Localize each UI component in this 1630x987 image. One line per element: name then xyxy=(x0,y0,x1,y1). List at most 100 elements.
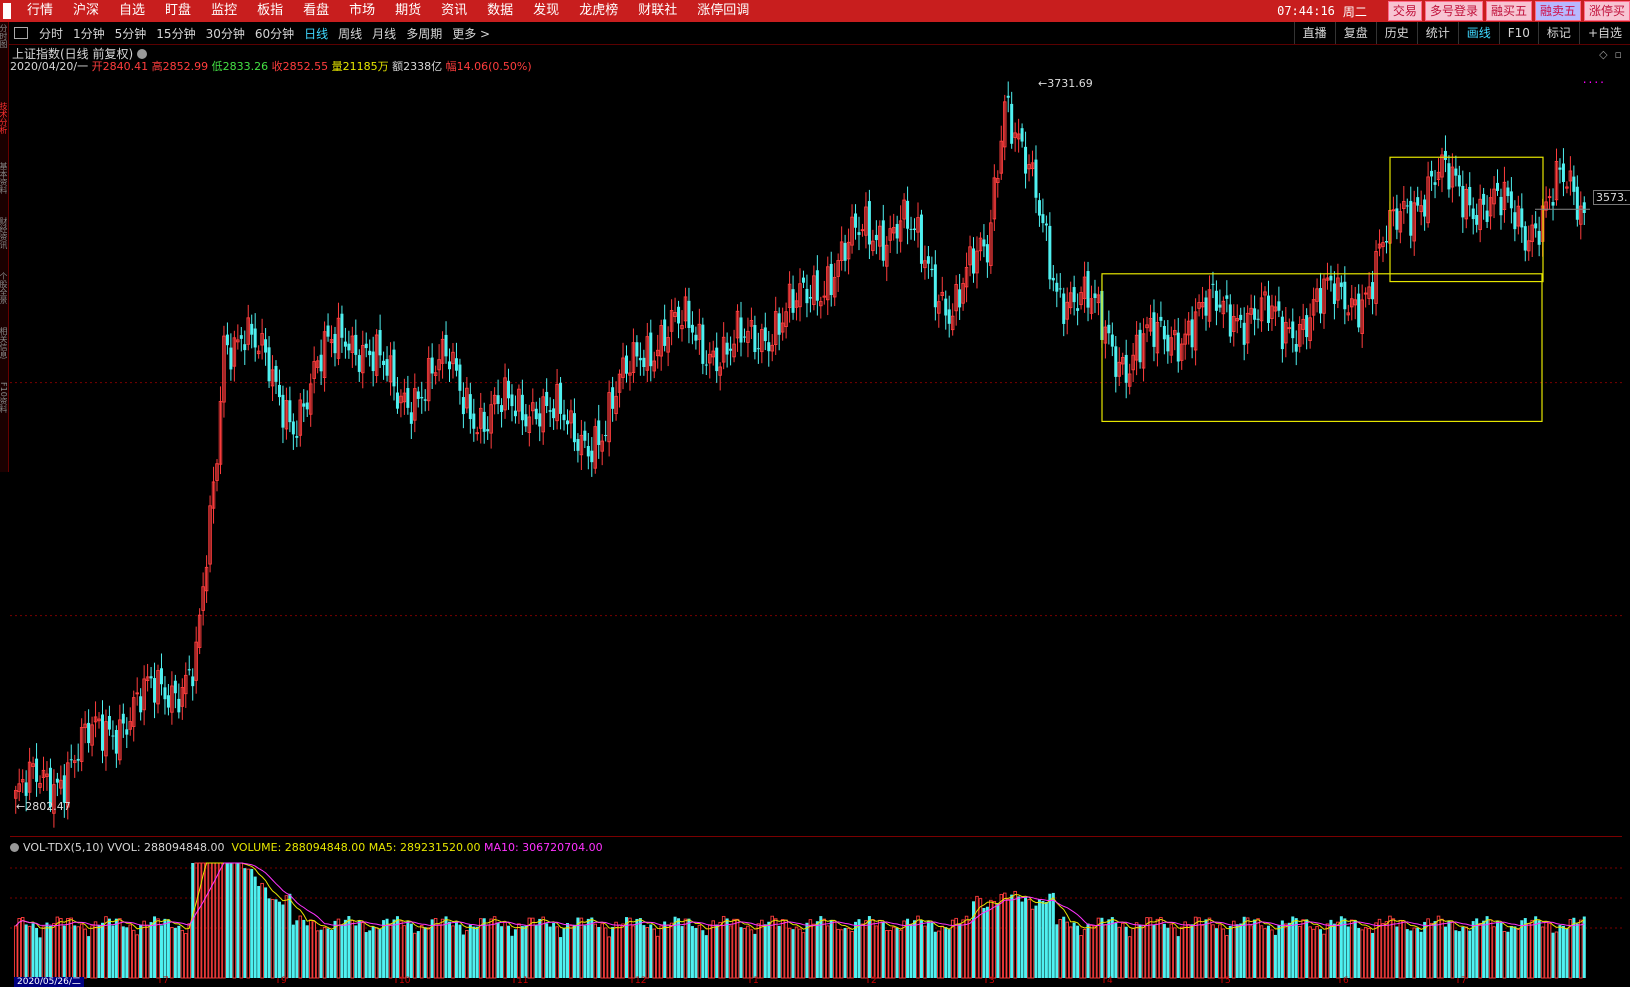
volume-bar xyxy=(944,927,948,978)
vtab-f10[interactable]: F10资料 xyxy=(0,382,7,413)
vtab-basic[interactable]: 基本资料 xyxy=(0,162,7,194)
volume-bar xyxy=(1041,900,1045,978)
menu-item-watchlist[interactable]: 自选 xyxy=(119,3,146,18)
live-button[interactable]: 直播 xyxy=(1293,22,1335,44)
candle-body xyxy=(718,366,722,376)
period-weekly[interactable]: 周线 xyxy=(338,26,363,41)
mark-button[interactable]: 标记 xyxy=(1537,22,1579,44)
period-1min[interactable]: 1分钟 xyxy=(73,26,105,41)
limit-up-buy-button[interactable]: 涨停买 xyxy=(1583,1,1630,21)
chart-options-icon[interactable] xyxy=(137,49,148,59)
volume-bar xyxy=(555,926,559,979)
menu-item-futures[interactable]: 期货 xyxy=(395,3,422,18)
month-tick-label: 9 xyxy=(281,976,287,983)
volume-bar xyxy=(645,927,650,979)
app-logo-icon[interactable] xyxy=(3,3,11,19)
volume-bar xyxy=(1468,930,1472,978)
menu-item-cls[interactable]: 财联社 xyxy=(638,3,678,18)
trade-button[interactable]: 交易 xyxy=(1387,1,1422,21)
vtab-intraday[interactable]: 分时图 xyxy=(0,24,7,48)
candle-body xyxy=(256,350,261,355)
candle-body xyxy=(906,200,910,229)
period-monthly[interactable]: 月线 xyxy=(372,26,397,41)
menu-item-data[interactable]: 数据 xyxy=(487,3,514,18)
menu-item-news[interactable]: 资讯 xyxy=(441,3,468,18)
candle-body xyxy=(1051,277,1055,281)
menu-item-monitor[interactable]: 监控 xyxy=(211,3,238,18)
diamond-icon[interactable]: ◇ xyxy=(1599,48,1608,61)
candle-body xyxy=(913,228,917,231)
period-30min[interactable]: 30分钟 xyxy=(205,26,245,41)
candle-body xyxy=(715,347,719,372)
candle-body xyxy=(527,416,532,433)
max-price-label: ←3731.69 xyxy=(1038,77,1093,90)
menu-item-hushen[interactable]: 沪深 xyxy=(73,3,100,18)
volume-bar xyxy=(541,916,545,979)
menu-item-dragon-tiger[interactable]: 龙虎榜 xyxy=(579,3,619,18)
candle-body xyxy=(475,432,480,435)
volume-bar xyxy=(572,924,576,978)
margin-sell-button[interactable]: 融卖五 xyxy=(1534,1,1581,21)
volume-bar xyxy=(1072,922,1076,978)
menu-item-monitor-board[interactable]: 盯盘 xyxy=(165,3,192,18)
candle-body xyxy=(677,306,681,324)
candle-body xyxy=(1544,201,1548,211)
vtab-related[interactable]: 相关信息 xyxy=(0,327,7,359)
panel-toggle-icon[interactable] xyxy=(14,27,28,39)
menu-item-view[interactable]: 看盘 xyxy=(303,3,330,18)
history-button[interactable]: 历史 xyxy=(1375,22,1417,44)
menu-item-sector-index[interactable]: 板指 xyxy=(257,3,284,18)
volume-bar xyxy=(354,925,358,978)
candle-body xyxy=(690,324,694,333)
candle-body xyxy=(624,355,628,374)
multi-login-button[interactable]: 多号登录 xyxy=(1424,1,1483,21)
volume-bar xyxy=(1027,899,1031,979)
add-watchlist-button[interactable]: +自选 xyxy=(1578,22,1630,44)
replay-button[interactable]: 复盘 xyxy=(1334,22,1376,44)
volume-bar xyxy=(1176,936,1180,978)
volume-bar xyxy=(1124,926,1128,978)
period-more[interactable]: 更多 > xyxy=(452,26,491,41)
volume-bar xyxy=(163,918,167,978)
volume-bar xyxy=(860,923,865,979)
vtab-panorama[interactable]: 个股全景 xyxy=(0,272,7,304)
vtab-technical[interactable]: 技术分析 xyxy=(0,102,7,134)
expand-icon[interactable]: ▫ xyxy=(1614,48,1622,61)
menu-item-limit-up[interactable]: 涨停回调 xyxy=(697,3,750,18)
candle-body xyxy=(673,312,677,318)
menu-item-quotes[interactable]: 行情 xyxy=(27,3,54,18)
period-5min[interactable]: 5分钟 xyxy=(114,26,147,41)
candle-body xyxy=(97,718,101,722)
period-15min[interactable]: 15分钟 xyxy=(156,26,196,41)
f10-button[interactable]: F10 xyxy=(1498,22,1538,44)
candle-body xyxy=(940,291,945,296)
vtab-news[interactable]: 财经资讯 xyxy=(0,217,7,249)
volume-bar xyxy=(295,920,299,978)
candle-body xyxy=(305,402,309,410)
margin-buy-button[interactable]: 融买五 xyxy=(1485,1,1532,21)
volume-bar xyxy=(1478,922,1482,979)
volume-bar xyxy=(274,899,278,978)
volume-bar xyxy=(746,925,750,979)
stats-button[interactable]: 统计 xyxy=(1416,22,1458,44)
menu-item-discover[interactable]: 发现 xyxy=(533,3,560,18)
volume-bar xyxy=(1471,921,1475,978)
period-daily[interactable]: 日线 xyxy=(304,26,329,41)
period-multi[interactable]: 多周期 xyxy=(406,26,443,41)
period-60min[interactable]: 60分钟 xyxy=(254,26,295,41)
candle-body xyxy=(898,220,903,242)
volume-options-icon[interactable] xyxy=(10,843,19,852)
volume-bar xyxy=(1482,920,1486,978)
candlestick-chart[interactable] xyxy=(10,72,1622,838)
candle-body xyxy=(1426,176,1430,224)
volume-chart[interactable]: 7 9 10 11 12 1 2 3 4 5 6 7 xyxy=(10,838,1622,983)
candle-body xyxy=(541,396,545,433)
volume-bar xyxy=(784,919,788,979)
candle-body xyxy=(1398,211,1403,233)
menu-item-market[interactable]: 市场 xyxy=(349,3,376,18)
volume-bar xyxy=(406,920,410,978)
period-tick[interactable]: 分时 xyxy=(39,26,64,41)
candle-body xyxy=(597,420,601,445)
candle-body xyxy=(798,283,802,308)
draw-line-button[interactable]: 画线 xyxy=(1457,22,1499,44)
